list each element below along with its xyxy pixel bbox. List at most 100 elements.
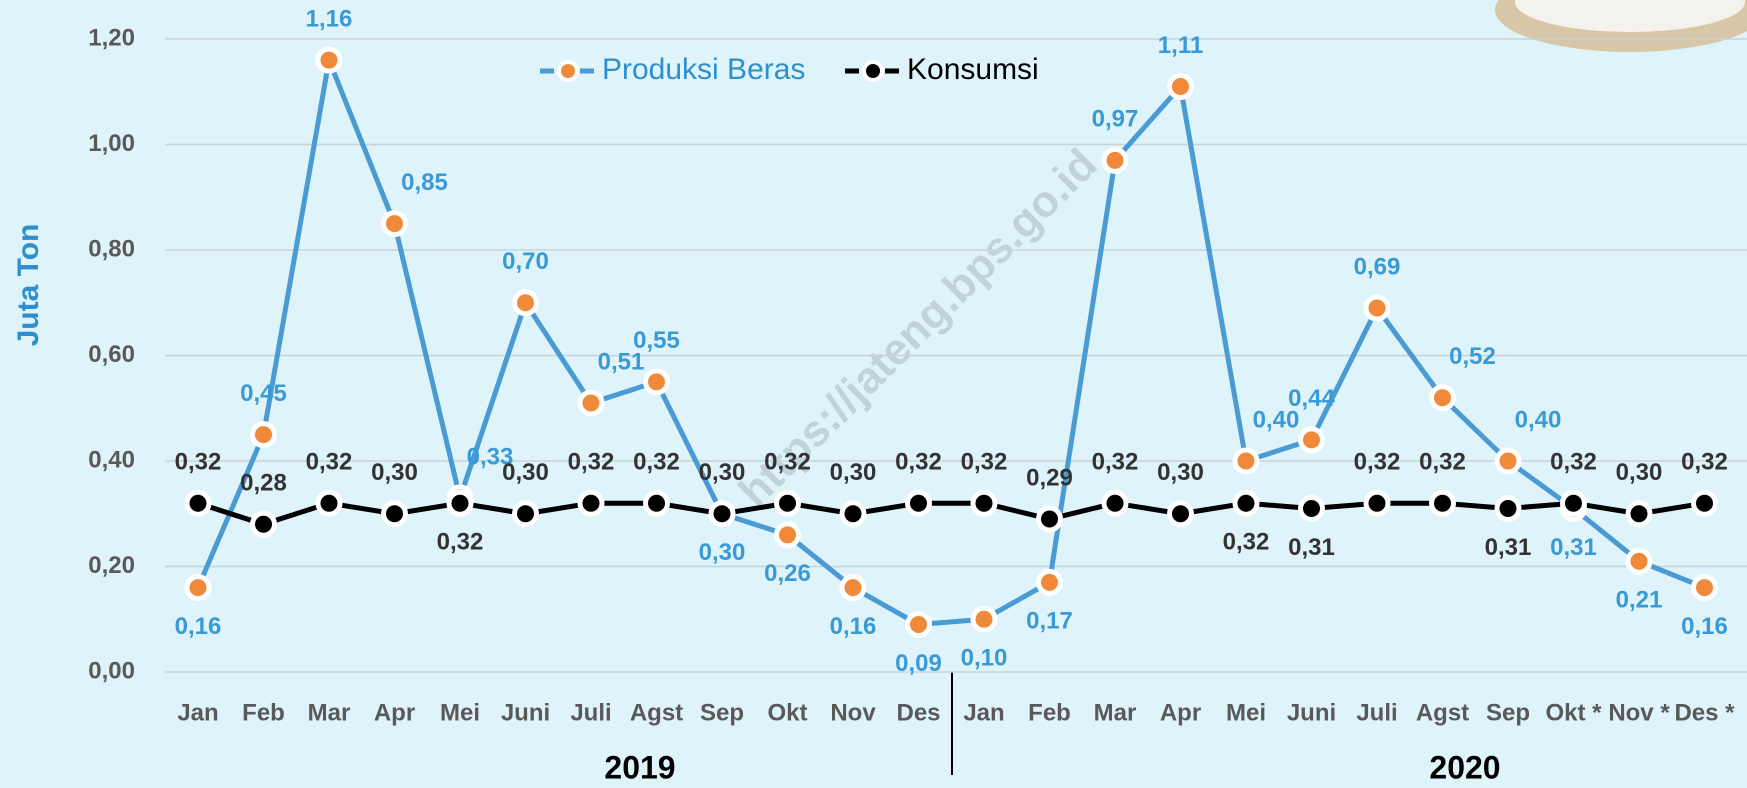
data-label: 0,32 (568, 449, 615, 476)
data-point (1625, 500, 1653, 528)
y-tick-label: 1,20 (88, 24, 135, 51)
data-label: 0,10 (961, 645, 1008, 672)
data-label: 0,31 (1485, 534, 1532, 561)
data-point (1232, 447, 1260, 475)
data-label: 0,09 (895, 650, 942, 677)
data-point (1232, 489, 1260, 517)
data-label: 0,21 (1616, 587, 1663, 614)
year-label: 2019 (604, 749, 675, 785)
data-label: 0,30 (699, 459, 746, 486)
x-tick-label: Juli (1356, 699, 1397, 726)
data-label: 0,32 (1419, 449, 1466, 476)
data-label: 0,33 (467, 443, 514, 470)
data-label: 0,97 (1092, 106, 1139, 133)
data-label: 0,70 (502, 248, 549, 275)
data-label: 0,45 (240, 380, 287, 407)
y-tick-label: 0,20 (88, 552, 135, 579)
data-label: 0,32 (437, 529, 484, 556)
data-label: 0,30 (1157, 459, 1204, 486)
data-point (643, 489, 670, 517)
data-point (643, 368, 670, 396)
data-point (512, 289, 539, 317)
data-label: 0,44 (1288, 385, 1335, 412)
y-axis-label: Juta Ton (12, 224, 45, 347)
data-label: 0,31 (1288, 534, 1335, 561)
data-label: 0,32 (1550, 449, 1597, 476)
x-tick-label: Juni (501, 699, 550, 726)
data-point (839, 500, 867, 528)
data-label: 0,32 (1681, 449, 1728, 476)
x-tick-label: Okt (767, 699, 807, 726)
data-label: 0,30 (1616, 459, 1663, 486)
data-label: 0,28 (240, 470, 287, 497)
y-tick-label: 0,40 (88, 446, 135, 473)
y-tick-label: 0,00 (88, 657, 135, 684)
rice-image (1515, 0, 1745, 32)
data-point (446, 489, 474, 517)
data-point (970, 605, 998, 633)
data-point (1429, 384, 1456, 412)
data-label: 0,32 (961, 449, 1008, 476)
data-point (250, 421, 277, 449)
data-point (1625, 547, 1653, 575)
series-line (195, 57, 1706, 628)
data-point (381, 210, 408, 238)
x-tick-label: Nov * (1608, 699, 1670, 726)
y-tick-label: 1,00 (88, 130, 135, 157)
x-tick-label: Juni (1287, 699, 1336, 726)
data-point (184, 574, 212, 602)
data-point (512, 500, 539, 528)
data-point (1036, 568, 1063, 596)
data-point (1691, 574, 1718, 602)
data-point (708, 500, 736, 528)
data-point (1691, 489, 1718, 517)
x-tick-label: Nov (830, 699, 876, 726)
legend-label: Produksi Beras (602, 53, 805, 86)
legend-marker (557, 60, 579, 82)
data-point (905, 489, 932, 517)
data-point (1167, 500, 1194, 528)
data-label: 0,30 (699, 539, 746, 566)
data-label: 0,32 (764, 449, 811, 476)
data-point (1298, 426, 1325, 454)
x-tick-label: Des * (1674, 699, 1735, 726)
x-tick-label: Apr (374, 699, 415, 726)
data-point (1101, 146, 1129, 174)
data-label: 0,85 (401, 169, 448, 196)
data-label: 0,32 (1354, 449, 1401, 476)
data-point (1494, 447, 1522, 475)
data-label: 0,32 (306, 449, 353, 476)
data-label: 0,32 (1092, 449, 1139, 476)
x-tick-label: Sep (700, 699, 744, 726)
data-label: 0,16 (175, 613, 222, 640)
data-point (381, 500, 408, 528)
x-tick-label: Jan (963, 699, 1004, 726)
data-label: 1,16 (306, 5, 353, 32)
data-point (1298, 494, 1325, 522)
series-line (197, 500, 1705, 527)
data-label: 0,40 (1253, 406, 1300, 433)
data-label: 0,32 (895, 449, 942, 476)
data-label: 0,32 (175, 449, 222, 476)
data-label: 0,51 (598, 348, 645, 375)
data-point (250, 510, 277, 538)
data-label: 0,69 (1354, 253, 1401, 280)
data-point (184, 489, 212, 517)
data-point (774, 489, 801, 517)
year-label: 2020 (1429, 749, 1500, 785)
x-tick-label: Agst (1416, 699, 1469, 726)
data-label: 0,55 (633, 327, 680, 354)
data-point (774, 521, 801, 549)
data-point (577, 489, 605, 517)
data-label: 0,30 (502, 459, 549, 486)
x-tick-label: Juli (570, 699, 611, 726)
data-label: 0,32 (633, 449, 680, 476)
data-point (1494, 494, 1522, 522)
data-label: 0,30 (830, 459, 877, 486)
data-point (1101, 489, 1129, 517)
data-label: 0,31 (1550, 534, 1597, 561)
data-label: 0,17 (1026, 608, 1073, 635)
x-tick-label: Mei (1226, 699, 1266, 726)
data-point (577, 389, 605, 417)
